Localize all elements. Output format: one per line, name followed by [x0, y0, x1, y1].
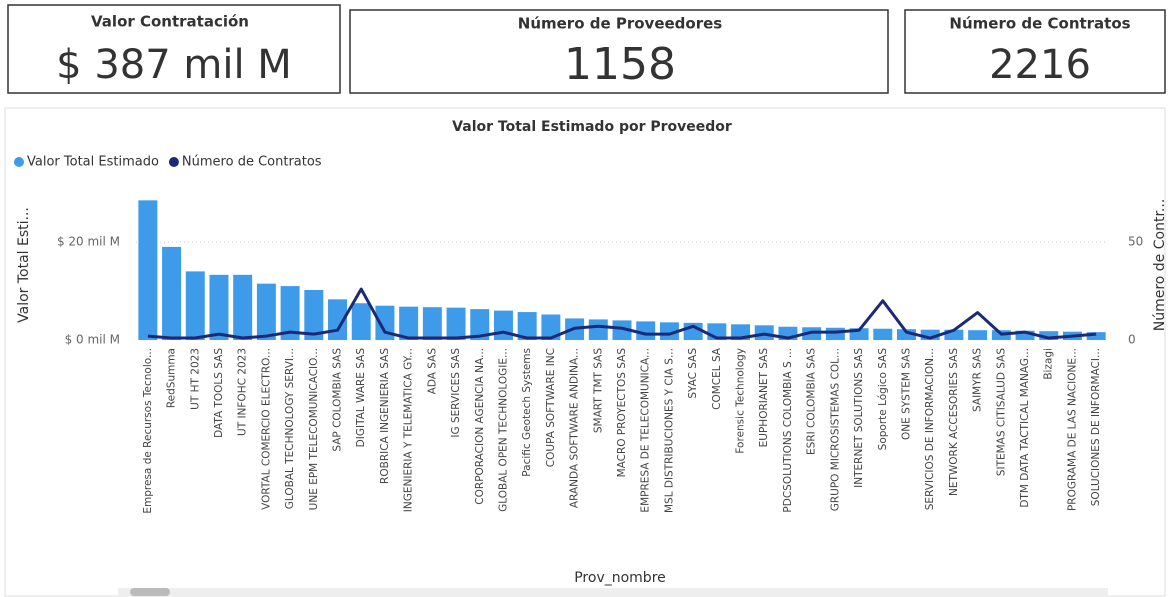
x-tick-label: CORPORACION AGENCIA NA... [474, 348, 486, 505]
x-tick-label: NETWORK ACCESORIES SAS [948, 348, 960, 496]
x-tick-label: RedSumma [166, 348, 178, 408]
x-tick-label: PDCSOLUTIONS COLOMBIA S ... [782, 348, 794, 513]
legend-marker [14, 157, 24, 167]
card-value: 2216 [989, 42, 1091, 88]
bar [351, 303, 371, 340]
bar [256, 283, 276, 340]
x-tick-label: SITEMAS CITISALUD SAS [995, 348, 1007, 477]
bar [541, 314, 561, 340]
chart-panel [4, 107, 1166, 597]
bar [375, 305, 395, 340]
x-tick-label: UT INFOHC 2023 [237, 348, 249, 436]
y2-tick-label: 0 [1128, 333, 1136, 347]
bar [1039, 331, 1059, 340]
bar [209, 274, 229, 340]
x-axis-title: Prov_nombre [574, 570, 666, 586]
bar [612, 320, 632, 340]
bar [1015, 330, 1035, 340]
chart-title: Valor Total Estimado por Proveedor [452, 119, 732, 135]
y-tick-label: $ 0 mil M [65, 333, 120, 347]
x-tick-label: GLOBAL OPEN TECHNOLOGIE... [497, 348, 509, 512]
x-tick-label: INGENIERIA Y TELEMATICA GY... [403, 348, 415, 512]
scrollbar[interactable] [118, 588, 1108, 596]
bar [422, 307, 442, 340]
x-tick-label: SYAC SAS [687, 348, 699, 399]
bar [517, 312, 537, 340]
x-tick-label: GRUPO MICROSISTEMAS COL... [829, 348, 841, 511]
bar [162, 246, 182, 340]
x-tick-label: SAIMYR SAS [972, 348, 984, 412]
card [349, 9, 889, 94]
x-tick-label: MSL DISTRIBUCIONES Y CIA S... [663, 348, 675, 513]
card [7, 4, 341, 94]
y2-axis-title: Número de Contr... [1152, 199, 1168, 332]
x-tick-label: EUPHORIANET SAS [758, 348, 770, 448]
card-title: Número de Contratos [949, 15, 1130, 33]
x-tick-label: DATA TOOLS SAS [213, 348, 225, 438]
line [147, 287, 1097, 340]
bar [1086, 332, 1106, 340]
x-tick-label: ONE SYSTEM SAS [900, 348, 912, 440]
x-tick-label: IG SERVICES SAS [450, 348, 462, 438]
y-axis-title: Valor Total Esti... [16, 207, 32, 323]
bar [968, 330, 988, 340]
x-tick-label: UT HT 2023 [189, 348, 201, 410]
bar [849, 328, 869, 340]
legend-label: Número de Contratos [182, 155, 322, 170]
x-tick-label: COUPA SOFTWARE INC [545, 348, 557, 467]
x-tick-label: SAP COLOMBIA SAS [332, 348, 344, 452]
x-tick-label: ROBRICA INGENIERIA SAS [379, 348, 391, 484]
x-tick-label: Pacific Geotech Systems [521, 348, 533, 477]
card-title: Valor Contratación [91, 13, 249, 31]
x-tick-label: Soporte Lógico SAS [877, 348, 889, 451]
bar [280, 286, 300, 340]
x-tick-label: DIGITAL WARE SAS [355, 348, 367, 448]
card-title: Número de Proveedores [518, 15, 723, 33]
x-tick-label: MACRO PROYECTOS SAS [616, 348, 628, 478]
x-tick-label: Empresa de Recursos Tecnolo... [142, 348, 154, 514]
legend-label: Valor Total Estimado [27, 155, 159, 170]
y2-tick-label: 50 [1128, 235, 1143, 249]
bar [233, 274, 253, 340]
bar [138, 200, 158, 340]
card-value: 1158 [564, 39, 676, 90]
x-tick-label: DTM DATA TACTICAL MANAG... [1019, 348, 1031, 508]
y-tick-label: $ 20 mil M [57, 235, 120, 249]
x-tick-label: Bizagi [1043, 348, 1055, 380]
bar [304, 290, 324, 340]
bar [944, 329, 964, 340]
x-tick-label: Forensic Technology [735, 348, 747, 454]
x-tick-label: UNE EPM TELECOMUNICACIO... [308, 348, 320, 510]
x-tick-label: ADA SAS [426, 348, 438, 395]
bar [825, 327, 845, 340]
scroll-thumb[interactable] [130, 588, 170, 596]
card-value: $ 387 mil M [56, 42, 292, 88]
bar [185, 271, 205, 340]
bar [588, 319, 608, 340]
x-tick-label: VORTAL COMERCIO ELECTRO... [260, 348, 272, 510]
card [904, 9, 1166, 94]
bar [920, 329, 940, 340]
x-tick-label: INTERNET SOLUTIONS SAS [853, 348, 865, 488]
legend-marker [168, 157, 179, 167]
bar [873, 328, 893, 340]
x-tick-label: SERVICIOS DE INFORMACION... [924, 348, 936, 510]
x-tick-label: COMCEL SA [711, 347, 723, 410]
x-tick-label: ESRI COLOMBIA SAS [806, 348, 818, 455]
bar [493, 310, 513, 340]
bar [446, 307, 466, 340]
bar [470, 309, 490, 340]
x-tick-label: GLOBAL TECHNOLOGY SERVI... [284, 348, 296, 509]
x-tick-label: EMPRESA DE TELECOMUNICA... [640, 348, 652, 513]
x-tick-label: ARANDA SOFTWARE ANDINA... [569, 348, 581, 508]
x-tick-label: SMART TMT SAS [592, 348, 604, 433]
bar [897, 329, 916, 340]
x-tick-label: PROGRAMA DE LAS NACIONE... [1066, 348, 1078, 511]
bar [636, 321, 656, 340]
x-tick-label: SOLUCIONES DE INFORMACI... [1090, 348, 1102, 506]
bar [399, 306, 419, 340]
